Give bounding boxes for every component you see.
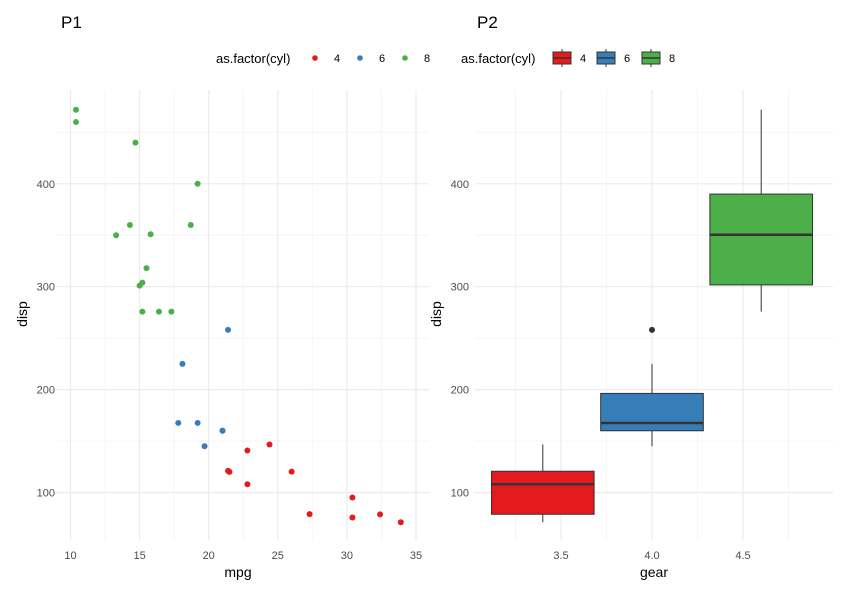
- boxplot-panel: P2 as.factor(cyl) 4 6 8 3.5 4.0 4.5 100 200 300…: [428, 13, 833, 580]
- p2-box-cyl-6: [600, 392, 704, 432]
- p2-x-tick-label: 4.5: [735, 550, 750, 562]
- p2-x-tick-label: 3.5: [553, 550, 568, 562]
- p1-y-tick-label: 200: [37, 385, 55, 397]
- p1-point-cyl-8: [126, 221, 133, 228]
- p2-x-tick-label: 4.0: [644, 550, 659, 562]
- p1-point-cyl-6: [179, 360, 186, 367]
- p1-y-tick-label: 100: [37, 488, 55, 500]
- p2-legend-label-6: 6: [624, 53, 630, 65]
- p1-x-tick-label: 30: [341, 550, 353, 562]
- p1-legend-label-6: 6: [379, 53, 385, 65]
- p1-point-cyl-6: [225, 326, 232, 333]
- p1-point-cyl-6: [201, 443, 208, 450]
- p1-point-cyl-4: [349, 494, 356, 501]
- p1-legend-label-8: 8: [424, 53, 430, 65]
- p2-tick-labels: 3.5 4.0 4.5 100 200 300 400: [451, 179, 751, 562]
- p1-legend: as.factor(cyl) 4 6 8: [216, 51, 430, 66]
- p1-legend-key-4: [312, 55, 318, 61]
- p1-x-tick-label: 35: [410, 550, 422, 562]
- p1-point-cyl-8: [187, 221, 194, 228]
- p2-legend-label-4: 4: [580, 53, 586, 65]
- p1-point-cyl-8: [73, 106, 80, 113]
- p2-title: P2: [477, 13, 498, 32]
- p2-outlier-cyl-6: [649, 326, 655, 333]
- p1-legend-key-6: [357, 55, 363, 61]
- p2-legend-title: as.factor(cyl): [461, 51, 535, 66]
- p1-point-cyl-4: [225, 467, 232, 474]
- p1-y-tick-label: 400: [37, 179, 55, 191]
- p1-point-cyl-8: [113, 232, 120, 239]
- p1-point-cyl-4: [377, 511, 384, 518]
- p1-point-cyl-4: [397, 519, 404, 526]
- p1-point-cyl-8: [136, 282, 143, 289]
- p1-point-cyl-6: [175, 419, 182, 426]
- p1-gridlines: [56, 90, 429, 540]
- p2-box-cyl-4: [490, 470, 595, 515]
- p2-box-cyl-8: [709, 193, 814, 286]
- p1-point-cyl-4: [266, 441, 273, 448]
- p2-boxes: [490, 109, 814, 523]
- p1-point-cyl-8: [73, 119, 80, 126]
- p1-point-cyl-4: [244, 481, 251, 488]
- p2-y-axis-label: disp: [428, 301, 444, 327]
- p1-point-cyl-8: [168, 308, 175, 315]
- p1-point-cyl-6: [194, 419, 201, 426]
- p1-x-tick-label: 20: [203, 550, 215, 562]
- p1-point-cyl-8: [155, 308, 162, 315]
- p2-legend: as.factor(cyl) 4 6 8: [461, 49, 675, 67]
- p2-y-tick-label: 200: [451, 385, 469, 397]
- p2-x-axis-label: gear: [640, 564, 668, 580]
- p1-point-cyl-4: [306, 511, 313, 518]
- scatter-panel: P1 as.factor(cyl) 4 6 8 10 15 20 25 30 35 100 200…: [14, 13, 430, 580]
- p1-title: P1: [61, 13, 82, 32]
- p1-point-cyl-8: [147, 231, 154, 238]
- p1-x-tick-label: 10: [64, 550, 76, 562]
- p1-point-cyl-4: [288, 468, 295, 475]
- p1-y-axis-label: disp: [14, 301, 30, 327]
- p1-x-tick-label: 15: [133, 550, 145, 562]
- p1-point-cyl-8: [139, 308, 146, 315]
- p2-legend-label-8: 8: [669, 53, 675, 65]
- p1-point-cyl-8: [194, 180, 201, 187]
- p2-y-tick-label: 300: [451, 282, 469, 294]
- p2-y-tick-label: 400: [451, 179, 469, 191]
- p1-legend-label-4: 4: [334, 53, 340, 65]
- p1-point-cyl-8: [143, 265, 150, 272]
- p1-y-tick-label: 300: [37, 282, 55, 294]
- p1-point-cyl-4: [349, 514, 356, 521]
- p1-point-cyl-4: [244, 447, 251, 454]
- p2-y-tick-label: 100: [451, 488, 469, 500]
- p1-legend-title: as.factor(cyl): [216, 51, 290, 66]
- p1-points: [73, 106, 404, 526]
- p1-x-tick-label: 25: [272, 550, 284, 562]
- p1-legend-key-8: [402, 55, 408, 61]
- p1-tick-labels: 10 15 20 25 30 35 100 200 300 400: [37, 179, 422, 562]
- p1-x-axis-label: mpg: [224, 564, 251, 580]
- p1-point-cyl-8: [132, 139, 139, 146]
- p1-point-cyl-6: [219, 427, 226, 434]
